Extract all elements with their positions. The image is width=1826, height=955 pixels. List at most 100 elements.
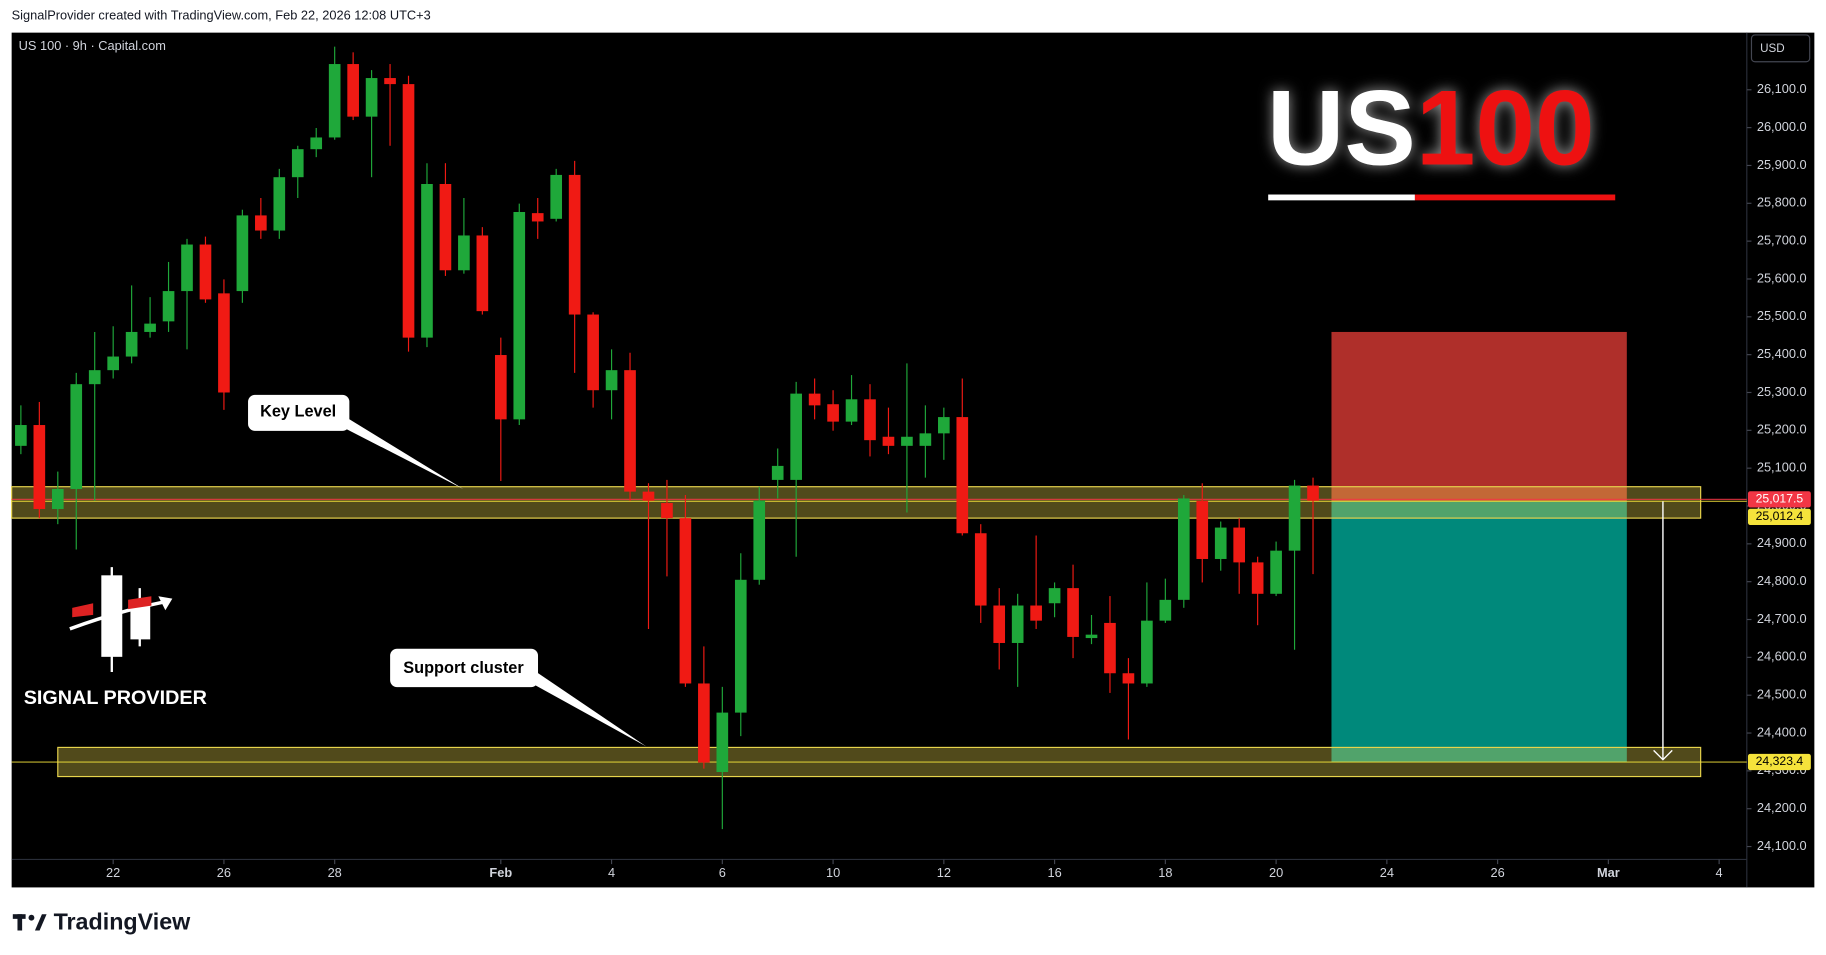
y-tick-label: 24,100.0 [1757, 838, 1807, 853]
candle-body [1011, 605, 1024, 643]
stop-zone [1331, 331, 1627, 502]
footer-text: TradingView [54, 909, 192, 935]
candle-body [328, 64, 341, 138]
y-tick-label: 25,200.0 [1757, 422, 1807, 437]
candle-body [255, 215, 267, 231]
y-tick-label: 24,900.0 [1757, 535, 1807, 550]
candle-body [218, 293, 230, 393]
candle-body [439, 183, 452, 271]
target-arrowhead [1653, 749, 1673, 761]
candle-body [753, 500, 766, 580]
candle-body [771, 465, 784, 480]
candle-body [1159, 599, 1172, 621]
level-zone [11, 486, 1702, 519]
candle-body [125, 331, 138, 357]
logo: SIGNAL PROVIDER [24, 567, 207, 709]
candle-body [144, 323, 156, 332]
price-tag [1747, 491, 1811, 508]
price-tag-label: 25,017.5 [1756, 492, 1804, 506]
x-tick-label: 26 [1490, 865, 1504, 880]
candle-body [70, 384, 83, 489]
candle-body [1177, 498, 1190, 600]
x-tick-label: 26 [217, 865, 231, 880]
candle-body [993, 605, 1006, 643]
footer-logo: TradingView [12, 909, 192, 935]
candle-body [1122, 673, 1135, 684]
currency: USD [1760, 42, 1785, 55]
candle-body [402, 84, 415, 338]
callout-box [390, 648, 539, 688]
x-tick-label: Feb [489, 865, 512, 880]
candle-body [1085, 634, 1098, 639]
candle-body [845, 399, 858, 422]
candle-body [864, 399, 876, 441]
title-underline [1414, 194, 1616, 201]
price-tag-label: 25,012.4 [1756, 509, 1804, 523]
logo-text: SIGNAL PROVIDER [24, 687, 207, 709]
callout-pointer [331, 419, 464, 490]
candle-body [1251, 562, 1264, 594]
candle-body [956, 417, 969, 534]
candle-body [661, 502, 673, 519]
candle-body [716, 712, 729, 773]
y-tick-label: 25,700.0 [1757, 233, 1807, 248]
candle-body [938, 417, 950, 434]
candle-body [624, 370, 636, 492]
x-tick-label: 16 [1047, 865, 1061, 880]
x-tick-label: 6 [719, 865, 726, 880]
title-part: 100 [1416, 68, 1595, 188]
y-tick-label: 25,400.0 [1757, 346, 1807, 361]
candle-body [347, 64, 359, 117]
y-tick-label: 25,900.0 [1757, 157, 1807, 172]
candle-body [1196, 500, 1209, 559]
candle-body [421, 183, 433, 338]
x-tick-label: 12 [937, 865, 951, 880]
y-tick-label: 24,400.0 [1757, 724, 1807, 739]
candle-body [384, 78, 396, 85]
target-zone [1331, 501, 1627, 763]
price-tag [1747, 753, 1811, 771]
candle-body [162, 291, 175, 322]
candle-body [1270, 550, 1282, 594]
x-tick-label: 20 [1269, 865, 1283, 880]
candle-body [827, 404, 839, 422]
candle-body [33, 425, 46, 510]
candle-body [513, 212, 526, 420]
y-tick-label: 25,300.0 [1757, 384, 1807, 399]
candle-body [365, 78, 378, 117]
candle-body [698, 683, 710, 763]
y-tick-label: 24,500.0 [1757, 687, 1807, 702]
candle-body [199, 244, 212, 300]
x-tick-label: 22 [106, 865, 120, 880]
x-tick-label: 18 [1158, 865, 1172, 880]
candle-body [476, 235, 489, 312]
x-tick-label: 10 [826, 865, 840, 880]
candle-body [550, 174, 563, 219]
y-tick-label: 25,500.0 [1757, 308, 1807, 323]
y-tick-label: 25,600.0 [1757, 270, 1807, 285]
candle-body [587, 314, 599, 391]
candle-body [734, 579, 747, 713]
x-tick-label: 28 [328, 865, 342, 880]
x-tick-label: 4 [608, 865, 615, 880]
y-tick-label: 26,000.0 [1757, 119, 1807, 134]
candle-body [568, 174, 581, 315]
candle-body [1307, 485, 1319, 501]
candle-body [15, 425, 27, 446]
y-tick-label: 24,200.0 [1757, 800, 1807, 815]
y-tick-label: 24,800.0 [1757, 573, 1807, 588]
y-tick-label: 25,100.0 [1757, 460, 1807, 475]
candle-body [236, 215, 249, 292]
callout-box [248, 394, 350, 431]
callout-pointer [521, 673, 647, 747]
candle-body [531, 213, 544, 222]
candle-body [1030, 605, 1042, 621]
x-tick-label: 4 [1716, 865, 1723, 880]
candle-body [882, 436, 895, 446]
candle-body [919, 433, 932, 446]
candle-body [494, 355, 507, 420]
symbol-info: US 100 · 9h · Capital.com [19, 38, 166, 53]
title: US100 [1267, 68, 1595, 188]
candle-body [310, 137, 323, 150]
